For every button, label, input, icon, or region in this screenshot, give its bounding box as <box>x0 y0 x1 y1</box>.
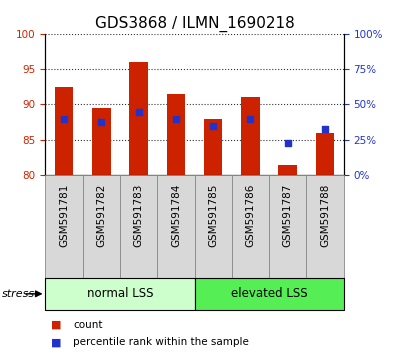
Bar <box>92 108 111 175</box>
Text: GSM591784: GSM591784 <box>171 183 181 247</box>
Bar <box>120 175 157 278</box>
Text: GSM591781: GSM591781 <box>59 183 69 247</box>
Point <box>135 109 142 114</box>
Text: GSM591783: GSM591783 <box>134 183 144 247</box>
Text: normal LSS: normal LSS <box>87 287 153 300</box>
Bar <box>232 175 269 278</box>
Point <box>173 116 179 121</box>
Text: GSM591786: GSM591786 <box>245 183 256 247</box>
Text: ■: ■ <box>51 337 62 347</box>
Bar <box>55 87 73 175</box>
Text: ■: ■ <box>51 320 62 330</box>
Bar <box>45 278 194 310</box>
Bar <box>316 133 334 175</box>
Point <box>322 126 328 132</box>
Bar <box>269 175 307 278</box>
Text: elevated LSS: elevated LSS <box>231 287 307 300</box>
Bar <box>241 97 260 175</box>
Bar <box>157 175 194 278</box>
Bar <box>194 175 232 278</box>
Text: count: count <box>73 320 103 330</box>
Text: percentile rank within the sample: percentile rank within the sample <box>73 337 249 347</box>
Bar <box>194 278 344 310</box>
Title: GDS3868 / ILMN_1690218: GDS3868 / ILMN_1690218 <box>95 16 294 32</box>
Bar <box>167 94 185 175</box>
Point <box>98 119 105 125</box>
Bar <box>204 119 222 175</box>
Text: stress: stress <box>2 289 35 299</box>
Point <box>210 123 216 129</box>
Point <box>61 116 67 121</box>
Text: GSM591785: GSM591785 <box>208 183 218 247</box>
Point <box>284 141 291 146</box>
Bar <box>278 165 297 175</box>
Text: GSM591782: GSM591782 <box>96 183 106 247</box>
Bar <box>307 175 344 278</box>
Bar <box>83 175 120 278</box>
Text: GSM591788: GSM591788 <box>320 183 330 247</box>
Bar <box>129 62 148 175</box>
Text: GSM591787: GSM591787 <box>283 183 293 247</box>
Bar <box>45 175 83 278</box>
Point <box>247 116 254 121</box>
